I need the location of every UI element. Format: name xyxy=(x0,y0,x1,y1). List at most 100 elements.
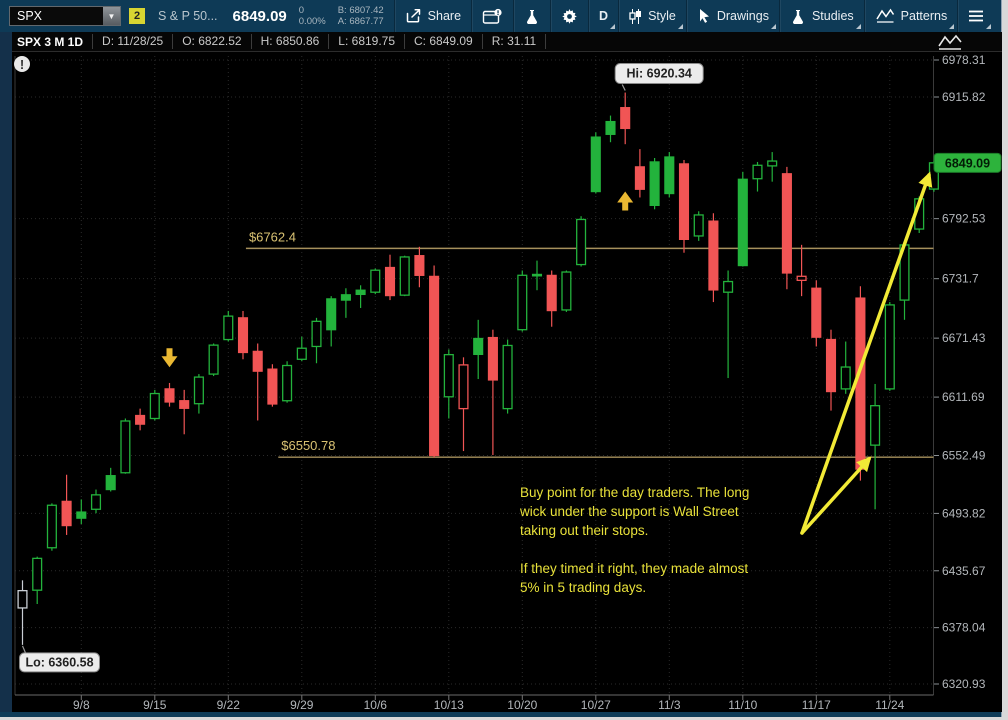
x-axis-label: 11/10 xyxy=(728,698,757,712)
candle-9/9[interactable] xyxy=(90,494,102,510)
candle-9/22[interactable] xyxy=(223,315,234,341)
candle-10/16[interactable] xyxy=(487,336,498,381)
candle-10/6[interactable] xyxy=(370,269,381,293)
annotation-text-line: taking out their stops. xyxy=(520,523,648,538)
readout-open: O: 6822.52 xyxy=(172,34,250,49)
candle-11/14[interactable] xyxy=(796,275,807,282)
candle-11/18[interactable] xyxy=(825,338,837,393)
candle-9/19[interactable] xyxy=(208,344,219,375)
drawn-arrow[interactable] xyxy=(800,171,933,535)
chart-menu-button[interactable] xyxy=(958,0,994,32)
warning-icon[interactable] xyxy=(14,56,30,72)
candle-10/21[interactable] xyxy=(531,273,543,277)
menu-list-icon xyxy=(969,10,984,22)
dropdown-corner-icon xyxy=(677,24,683,29)
annotation-text-line: Buy point for the day traders. The long xyxy=(520,485,749,500)
candle-11/17[interactable] xyxy=(811,287,822,338)
annotation-text-line: If they timed it right, they made almost xyxy=(520,561,748,576)
toolbar-separator xyxy=(863,0,865,32)
bid-value: B: 6807.42 xyxy=(337,5,384,16)
candle-9/25[interactable] xyxy=(267,368,278,405)
candle-10/7[interactable] xyxy=(384,266,396,297)
chart-settings-button[interactable] xyxy=(551,0,588,32)
chart-area[interactable]: 6978.31 6915.82 6792.53 6731.7 6671.43 6611.6… xyxy=(12,52,1002,712)
candle-9/24[interactable] xyxy=(252,350,263,372)
candle-9/12[interactable] xyxy=(135,414,146,425)
patterns-menu-button[interactable]: Patterns xyxy=(865,0,958,32)
candle-10/13[interactable] xyxy=(443,353,454,398)
candle-11/10[interactable] xyxy=(737,178,748,267)
price-chart[interactable]: 6978.31 6915.82 6792.53 6731.7 6671.43 6611.6… xyxy=(12,52,1002,712)
candle-11/20[interactable] xyxy=(855,297,866,470)
candle-9/3[interactable] xyxy=(32,557,43,591)
candle-9/4[interactable] xyxy=(46,504,57,549)
candle-11/19[interactable] xyxy=(840,366,851,390)
axis-pattern-tool-icon[interactable] xyxy=(936,33,966,52)
candle-9/5[interactable] xyxy=(61,500,72,527)
candle-11/11[interactable] xyxy=(752,164,763,180)
alerts-window-button[interactable] xyxy=(472,0,513,32)
candle-11/21[interactable] xyxy=(870,405,881,446)
candle-11/5[interactable] xyxy=(693,214,704,237)
candle-10/23[interactable] xyxy=(561,271,572,311)
share-button[interactable]: Share xyxy=(395,0,471,32)
candle-10/31[interactable] xyxy=(649,161,660,207)
candle-10/10[interactable] xyxy=(429,275,440,457)
candle-9/2[interactable] xyxy=(17,589,28,609)
candle-10/3[interactable] xyxy=(355,289,366,296)
symbol-input[interactable]: SPX ▼ xyxy=(9,6,121,26)
symbol-dropdown-button[interactable]: ▼ xyxy=(103,7,120,25)
candle-10/9[interactable] xyxy=(414,255,425,276)
candles xyxy=(17,92,939,645)
y-axis-label: 6915.82 xyxy=(942,90,986,104)
candle-9/11[interactable] xyxy=(120,420,131,474)
candle-10/29[interactable] xyxy=(620,107,631,130)
candle-11/7[interactable] xyxy=(723,280,734,293)
candle-10/2[interactable] xyxy=(340,294,351,301)
candle-11/24[interactable] xyxy=(884,304,895,390)
candle-10/22[interactable] xyxy=(546,274,557,312)
up-arrow-marker[interactable] xyxy=(617,191,634,211)
candle-10/28[interactable] xyxy=(605,120,616,135)
style-menu-button[interactable]: Style xyxy=(619,0,686,32)
candle-10/1[interactable] xyxy=(326,298,337,331)
candle-9/18[interactable] xyxy=(193,376,204,405)
candle-9/23[interactable] xyxy=(237,317,249,354)
drawings-menu-button[interactable]: Drawings xyxy=(687,0,779,32)
candle-10/15[interactable] xyxy=(473,337,484,356)
y-axis-label: 6611.69 xyxy=(942,390,985,404)
analysis-tools-button[interactable] xyxy=(514,0,550,32)
candle-10/24[interactable] xyxy=(576,218,587,266)
readout-high: H: 6850.86 xyxy=(250,34,329,49)
toolbar-separator xyxy=(513,0,515,32)
candle-11/3[interactable] xyxy=(664,156,675,195)
candle-10/27[interactable] xyxy=(590,136,601,193)
candle-11/4[interactable] xyxy=(678,163,690,241)
toolbar-separator xyxy=(393,0,395,32)
candle-9/15[interactable] xyxy=(149,392,160,420)
candle-11/13[interactable] xyxy=(781,173,792,274)
candle-9/8[interactable] xyxy=(76,511,87,519)
studies-menu-button[interactable]: Studies xyxy=(780,0,864,32)
candle-9/29[interactable] xyxy=(296,347,307,360)
candle-10/14[interactable] xyxy=(458,364,469,410)
candle-10/20[interactable] xyxy=(517,274,528,331)
candle-9/17[interactable] xyxy=(179,400,190,409)
toolbar-separator xyxy=(550,0,552,32)
notes-badge[interactable]: 2 xyxy=(129,8,145,24)
timeframe-button[interactable]: D xyxy=(589,0,618,32)
down-arrow-marker[interactable] xyxy=(161,348,178,368)
candle-11/6[interactable] xyxy=(708,220,719,291)
candle-10/30[interactable] xyxy=(634,166,645,190)
candle-9/16[interactable] xyxy=(164,388,175,403)
drawn-arrow[interactable] xyxy=(800,456,872,535)
x-axis-label: 10/13 xyxy=(434,698,464,712)
candle-9/10[interactable] xyxy=(105,475,116,491)
candle-10/17[interactable] xyxy=(502,344,513,410)
candle-11/12[interactable] xyxy=(767,160,778,167)
hi-tooltip-text: Hi: 6920.34 xyxy=(627,67,692,81)
x-axis-label: 9/22 xyxy=(217,698,241,712)
candle-10/8[interactable] xyxy=(399,256,410,296)
candle-9/30[interactable] xyxy=(311,320,322,348)
candle-9/26[interactable] xyxy=(282,364,293,402)
